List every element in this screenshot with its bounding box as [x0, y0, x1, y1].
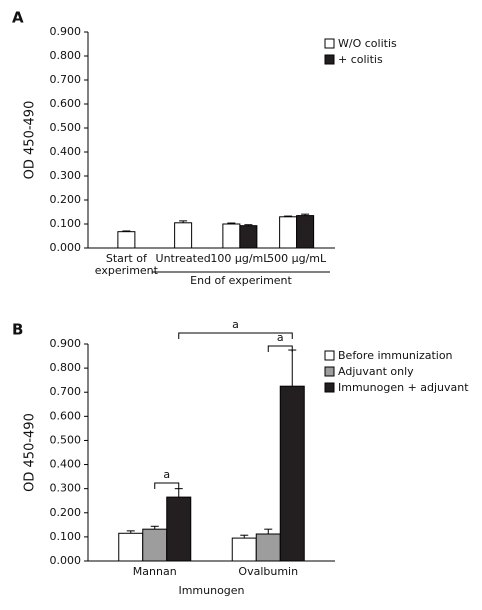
y-tick-label: 0.000 [50, 241, 82, 254]
y-tick-label: 0.900 [50, 25, 82, 38]
bar [118, 532, 144, 562]
legend-swatch [324, 54, 335, 65]
bar [296, 215, 315, 249]
y-tick-label: 0.200 [50, 193, 82, 206]
bar [222, 223, 241, 249]
x-tick-label: Mannan [132, 566, 177, 578]
x-tick-label: Untreated [155, 253, 211, 265]
y-tick-label: 0.000 [50, 554, 82, 567]
legend-label: + colitis [338, 53, 383, 66]
x-tick-label-box: 500 µg/mL [267, 253, 327, 265]
y-tick-label: 0.600 [50, 97, 82, 110]
bar [231, 537, 257, 562]
y-tick-label: 0.300 [50, 482, 82, 495]
y-tick-label: 0.900 [50, 337, 82, 350]
bar [279, 216, 298, 249]
bracket [267, 345, 293, 352]
annotation: a [232, 318, 239, 331]
annotation: a [163, 468, 170, 481]
y-tick-label: 0.600 [50, 409, 82, 422]
bar [117, 231, 136, 249]
legend-label: Before immunization [338, 349, 453, 362]
x-axis-label: Immunogen [178, 584, 244, 597]
y-tick-label: 0.200 [50, 506, 82, 519]
y-tick-label: 0.800 [50, 361, 82, 374]
bar [279, 385, 305, 562]
legend-swatch [324, 366, 335, 377]
bar [255, 533, 281, 562]
y-tick-label: 0.400 [50, 458, 82, 471]
x-tick-label-box: 100 µg/mL [210, 253, 270, 265]
legend-label: W/O colitis [338, 37, 397, 50]
bar [166, 496, 192, 562]
panel-label: A [12, 9, 24, 27]
x-tick-label-box: Ovalbumin [238, 566, 299, 578]
bar [142, 528, 168, 562]
legend-swatch [324, 382, 335, 393]
x-tick-label: 100 µg/mL [210, 253, 270, 265]
y-tick-label: 0.400 [50, 145, 82, 158]
legend-swatch [324, 350, 335, 361]
y-axis-label: OD 450-490 [23, 413, 38, 492]
panel-label: B [12, 321, 23, 339]
bar [239, 225, 258, 249]
y-tick-label: 0.500 [50, 433, 82, 446]
y-axis-label: OD 450-490 [23, 101, 38, 180]
x-tick-label: Ovalbumin [238, 566, 299, 578]
y-tick-label: 0.100 [50, 530, 82, 543]
x-tick-label: Start of experiment [94, 253, 158, 277]
bracket [178, 332, 293, 339]
legend-label: Immunogen + adjuvant [338, 381, 469, 394]
x-tick-label-box: Mannan [132, 566, 177, 578]
legend-swatch [324, 38, 335, 49]
y-tick-label: 0.100 [50, 217, 82, 230]
x-tick-label: 500 µg/mL [267, 253, 327, 265]
group-label: End of experiment [190, 274, 292, 287]
y-tick-label: 0.700 [50, 73, 82, 86]
bar [174, 222, 193, 249]
y-tick-label: 0.300 [50, 169, 82, 182]
y-tick-label: 0.500 [50, 121, 82, 134]
bracket [154, 482, 180, 489]
y-tick-label: 0.800 [50, 49, 82, 62]
y-tick-label: 0.700 [50, 385, 82, 398]
x-tick-label-box: Start of experiment [94, 253, 158, 277]
legend-label: Adjuvant only [338, 365, 414, 378]
x-tick-label-box: Untreated [155, 253, 211, 265]
annotation: a [277, 331, 284, 344]
